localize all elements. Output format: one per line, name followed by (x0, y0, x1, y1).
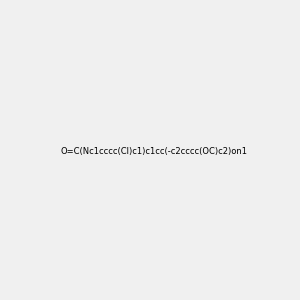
Text: O=C(Nc1cccc(Cl)c1)c1cc(-c2cccc(OC)c2)on1: O=C(Nc1cccc(Cl)c1)c1cc(-c2cccc(OC)c2)on1 (60, 147, 247, 156)
